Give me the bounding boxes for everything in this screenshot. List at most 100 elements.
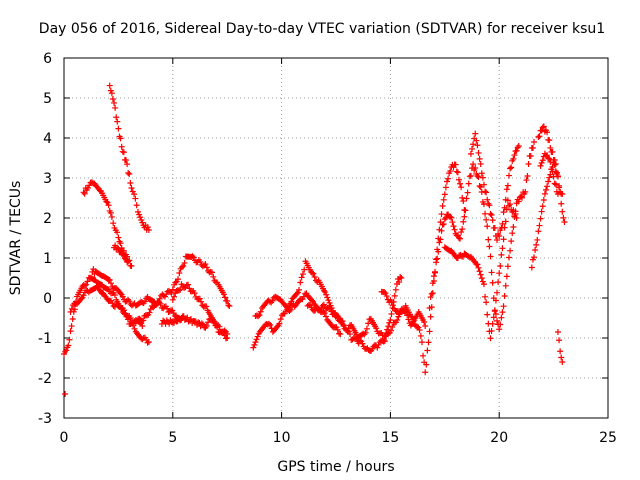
data-point <box>126 298 133 305</box>
data-point <box>501 204 508 211</box>
data-point <box>480 181 487 188</box>
data-point <box>527 153 534 159</box>
data-point <box>486 202 493 209</box>
x-tick-label: 10 <box>273 430 291 446</box>
data-point <box>320 308 327 315</box>
data-point <box>541 190 548 197</box>
data-point <box>120 252 127 259</box>
data-point <box>134 208 141 215</box>
y-tick-label: -2 <box>38 371 52 387</box>
data-point <box>346 331 353 338</box>
data-point <box>365 320 372 327</box>
data-point <box>327 305 334 312</box>
data-point <box>502 218 509 225</box>
data-point <box>144 339 151 346</box>
data-point <box>297 279 304 286</box>
data-point <box>257 308 264 315</box>
data-point <box>265 320 272 327</box>
data-point <box>463 195 470 202</box>
data-point <box>405 316 412 323</box>
data-point <box>225 302 232 309</box>
data-point <box>490 314 497 321</box>
data-point <box>216 323 223 330</box>
data-point <box>425 339 432 346</box>
data-point <box>224 331 231 337</box>
data-point <box>457 235 464 242</box>
data-point <box>489 320 496 327</box>
data-point <box>180 263 187 270</box>
y-tick-label: 1 <box>43 251 52 267</box>
data-point <box>500 236 507 243</box>
data-point <box>472 130 479 137</box>
data-point <box>438 211 445 218</box>
data-point <box>113 114 120 121</box>
data-point <box>454 255 461 262</box>
data-point <box>447 213 454 220</box>
data-point <box>433 259 440 266</box>
data-point <box>427 294 434 301</box>
data-point <box>254 333 261 340</box>
data-point <box>62 391 69 397</box>
data-point <box>167 289 174 296</box>
data-point <box>561 219 568 225</box>
data-point <box>495 279 502 286</box>
data-point <box>547 144 554 151</box>
data-point <box>121 255 128 262</box>
data-point <box>387 316 394 323</box>
data-point <box>523 177 530 184</box>
data-point <box>255 313 262 320</box>
data-point <box>69 316 76 323</box>
data-point <box>185 281 192 288</box>
series-stray <box>62 391 69 397</box>
data-point <box>221 327 228 334</box>
data-point <box>198 298 205 305</box>
data-point <box>475 174 482 180</box>
data-point <box>486 243 493 250</box>
data-point <box>109 300 116 307</box>
data-point <box>559 208 566 215</box>
data-point <box>126 171 133 178</box>
data-point <box>203 322 210 329</box>
data-point <box>475 149 482 156</box>
series-arc-10 <box>250 258 405 351</box>
y-tick-label: -3 <box>38 411 52 427</box>
data-point <box>382 290 389 297</box>
data-point <box>146 309 153 316</box>
data-point <box>461 213 468 220</box>
data-point <box>171 293 178 300</box>
data-point <box>389 324 396 331</box>
data-point <box>426 304 433 311</box>
data-point <box>445 175 452 182</box>
series-arc-20 <box>554 328 566 365</box>
data-point <box>500 209 507 216</box>
data-point <box>533 241 540 248</box>
data-point <box>515 198 522 205</box>
data-point <box>127 180 134 186</box>
data-point <box>556 337 563 344</box>
data-point <box>477 160 484 167</box>
data-point <box>497 262 504 269</box>
data-point <box>501 292 508 299</box>
data-point <box>524 172 531 179</box>
data-point <box>482 210 489 217</box>
data-point <box>337 331 344 337</box>
data-point <box>510 156 517 163</box>
data-point <box>498 225 505 232</box>
data-point <box>200 321 207 328</box>
data-point <box>429 290 436 297</box>
data-point <box>491 307 498 314</box>
data-point <box>451 226 458 233</box>
data-point <box>321 287 328 294</box>
data-point <box>538 208 545 215</box>
data-point <box>508 164 515 171</box>
data-point <box>505 254 512 261</box>
data-point <box>309 269 316 276</box>
x-tick-labels: 0 5 10 15 20 25 <box>60 430 617 446</box>
data-point <box>298 274 305 281</box>
data-point <box>175 276 182 283</box>
data-point <box>256 312 263 319</box>
data-point <box>546 174 553 181</box>
data-point <box>517 193 524 200</box>
data-point <box>267 321 274 328</box>
data-point <box>480 281 487 288</box>
